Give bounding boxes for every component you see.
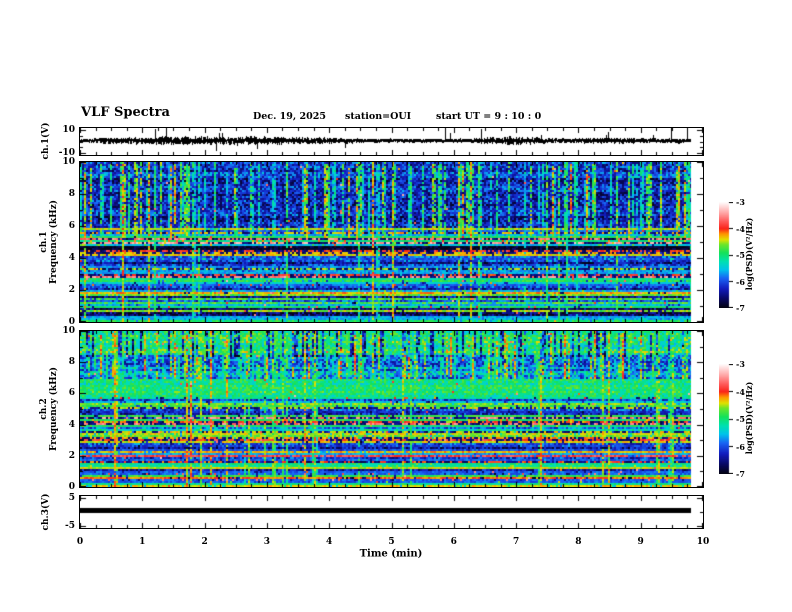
ch2-frequency-tick-label: 8 [68,357,75,368]
header-start-ut: start UT = 9 : 10 : 0 [436,111,542,122]
colorbar-ch1-tick-label: -5 [736,250,745,260]
colorbar-ch2-tick-label: -3 [736,359,745,369]
header-station: station=OUI [345,111,412,122]
ch2-frequency-tick-label: 6 [68,388,75,399]
colorbar-ch1-tick-label: -4 [736,223,745,234]
ch2-frequency-tick-label: 0 [68,482,75,492]
ch3-voltage-tick-label: 5 [68,493,75,504]
x-tick-label: 9 [637,537,644,547]
ch1-frequency-axis-label-line2: Frequency (kHz) [49,199,59,285]
colorbar-ch1-label: log(PSD)(V²/Hz) [744,217,754,291]
ch1-frequency-axis-label-line1: ch.1 [39,231,49,253]
ch3-voltage-tick-label: -5 [65,520,75,531]
header-date: Dec. 19, 2025 [253,111,326,122]
x-axis-title: Time (min) [359,548,423,560]
colorbar-ch2-tick-label: -5 [736,414,745,424]
ch1-waveform-panel [79,127,704,156]
ch1-voltage-tick-label: 10 [62,124,75,135]
ch1-waveform-canvas [80,128,703,155]
ch1-frequency-axis-label: ch.1 Frequency (kHz) [39,200,59,284]
ch2-frequency-tick-label: 4 [68,419,75,430]
colorbar-ch2-tick-label: -6 [736,441,745,452]
x-tick-label: 2 [201,537,208,547]
ch3-waveform-canvas [80,496,703,528]
colorbar-ch2-tick-label: -7 [736,469,745,479]
x-tick-label: 8 [575,537,582,547]
colorbar-ch2 [719,364,733,474]
x-tick-label: 7 [512,537,520,547]
colorbar-ch1 [719,202,733,308]
ch2-spectrogram-canvas [80,331,703,487]
ch1-frequency-tick-label: 4 [68,253,75,263]
ch2-frequency-tick-label: 10 [62,326,75,336]
ch2-frequency-tick-label: 2 [68,450,75,461]
ch1-voltage-tick-label: -10 [58,148,75,159]
colorbar-ch1-tick-label: -6 [736,276,745,287]
ch2-frequency-axis-label-line2: Frequency (kHz) [49,366,59,452]
x-tick-label: 4 [326,537,333,547]
colorbar-ch2-tick-label: -4 [736,386,745,397]
x-tick-label: 10 [696,537,710,547]
colorbar-ch1-tick-label: -7 [736,303,745,313]
x-tick-label: 1 [139,537,146,547]
ch1-voltage-axis-label: ch.1(V) [41,122,51,160]
x-tick-label: 5 [388,537,395,547]
x-tick-label: 6 [450,537,457,547]
colorbar-ch1-tick-label: -3 [736,197,745,207]
ch3-voltage-axis-label: ch.3(V) [41,493,51,531]
ch1-frequency-tick-label: 2 [68,285,75,295]
ch1-frequency-tick-label: 8 [68,189,75,199]
ch1-spectrogram-panel [79,161,704,323]
ch2-frequency-axis-label: ch.2 Frequency (kHz) [39,367,59,451]
x-tick-label: 3 [263,537,271,547]
ch1-frequency-tick-label: 0 [68,317,75,327]
colorbar-ch2-label: log(PSD)(V²/Hz) [744,381,754,455]
ch2-spectrogram-panel [79,330,704,488]
ch1-frequency-tick-label: 10 [62,157,75,167]
ch3-waveform-panel [79,495,704,529]
ch1-frequency-tick-label: 6 [68,221,75,231]
x-tick-label: 0 [76,537,84,547]
ch1-spectrogram-canvas [80,162,703,322]
ch2-frequency-axis-label-line1: ch.2 [39,398,49,420]
page-title: VLF Spectra [81,105,170,120]
